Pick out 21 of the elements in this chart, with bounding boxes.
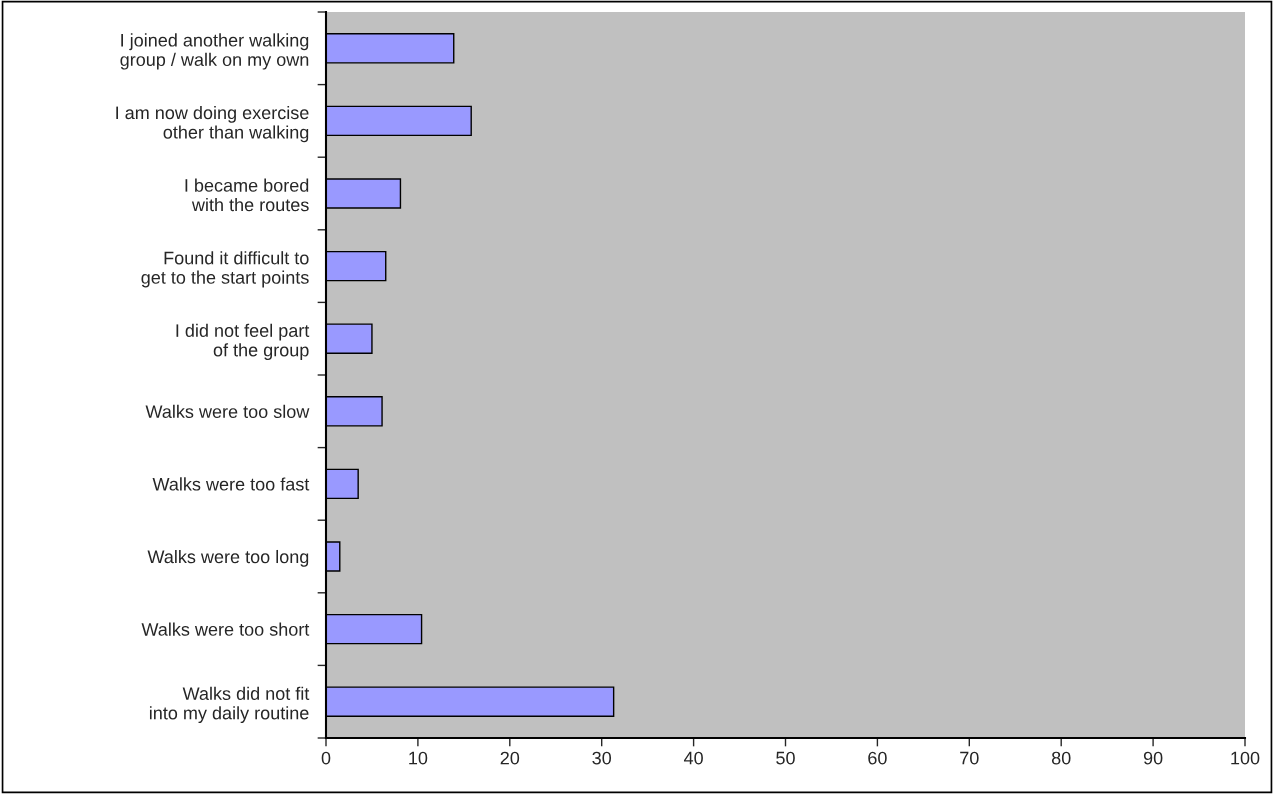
x-tick-label: 80 xyxy=(1051,751,1071,765)
x-tick-label: 10 xyxy=(409,751,428,765)
x-tick-label: 0 xyxy=(321,751,331,765)
y-tick-label: Walks were too long xyxy=(147,549,309,567)
y-tick-label: Walks were too short xyxy=(141,622,310,636)
x-tick-label: 40 xyxy=(683,751,703,765)
x-tick-label: 70 xyxy=(960,751,979,765)
y-tick-label: I did not feel part of the group xyxy=(176,323,310,361)
x-tick-label: 30 xyxy=(592,751,612,765)
y-tick-label: Found it difficult to get to the start points xyxy=(141,251,309,288)
x-tick-label: 100 xyxy=(1231,751,1260,765)
y-tick-label: Walks did not fit into my daily routine xyxy=(149,686,310,724)
x-tick-label: 20 xyxy=(500,751,520,765)
x-tick-label: 50 xyxy=(776,751,795,765)
y-tick-label: I am now doing exercise other than walking xyxy=(116,105,309,143)
x-tick-label: 90 xyxy=(1143,751,1163,765)
y-tick-label: Walks were too fast xyxy=(152,477,310,491)
y-tick-label: I joined another walking group / walk on my own xyxy=(120,33,309,70)
y-tick-label: Walks were too slow xyxy=(145,404,310,419)
y-tick-label: I became bored with the routes xyxy=(185,178,309,212)
x-tick-label: 60 xyxy=(868,751,887,765)
